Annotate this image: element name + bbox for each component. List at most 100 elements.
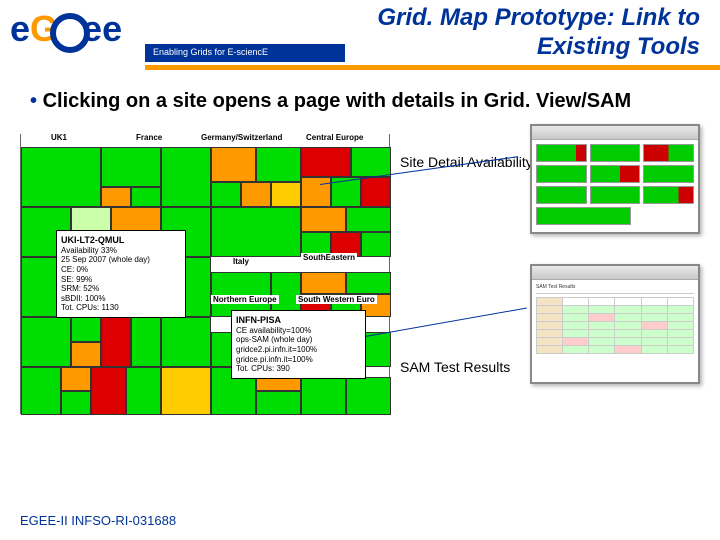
title-line-2: Existing Tools xyxy=(537,33,700,60)
availability-bar xyxy=(536,144,587,162)
tooltip-line: ops-SAM (whole day) xyxy=(236,335,361,345)
cell[interactable] xyxy=(161,367,211,415)
cell[interactable] xyxy=(61,367,91,391)
cell[interactable] xyxy=(211,182,241,207)
table-row xyxy=(537,298,694,306)
cell[interactable] xyxy=(111,207,161,232)
title-line-1: Grid. Map Prototype: Link to xyxy=(377,4,700,31)
region-central: Central Europe xyxy=(306,133,363,142)
tooltip-title: UKI-LT2-QMUL xyxy=(61,235,181,246)
cell[interactable] xyxy=(131,187,161,207)
table-row xyxy=(537,346,694,354)
cell[interactable] xyxy=(21,367,61,415)
cell[interactable] xyxy=(71,342,101,367)
cell[interactable] xyxy=(241,182,271,207)
cell[interactable] xyxy=(346,377,391,415)
availability-bar xyxy=(590,165,641,183)
table-row xyxy=(537,330,694,338)
cell[interactable] xyxy=(301,272,346,294)
accent-bar xyxy=(145,65,720,70)
tagline: Enabling Grids for E-sciencE xyxy=(145,44,345,62)
availability-bar xyxy=(643,144,694,162)
label-italy: Italy xyxy=(231,257,251,266)
window-titlebar xyxy=(532,266,698,280)
egee-logo: eGee xyxy=(10,8,150,58)
slide-header: eGee Grid. Map Prototype: Link to Existi… xyxy=(0,0,720,70)
tooltip-line: CE: 0% xyxy=(61,265,181,275)
tooltip-line: gridce2.pi.infn.it=100% xyxy=(236,345,361,355)
region-uk1: UK1 xyxy=(51,133,67,142)
cell[interactable] xyxy=(61,391,91,415)
region-headers: UK1 France Germany/Switzerland Central E… xyxy=(21,133,389,147)
tooltip-line: sBDII: 100% xyxy=(61,294,181,304)
availability-bar xyxy=(590,186,641,204)
cell[interactable] xyxy=(21,317,71,367)
cell[interactable] xyxy=(256,147,301,182)
cell[interactable] xyxy=(211,147,256,182)
cell[interactable] xyxy=(71,317,101,342)
screenshot-sam[interactable]: SAM Test Results xyxy=(530,264,700,384)
label-north: Northern Europe xyxy=(211,295,279,304)
tooltip-line: Tot. CPUs: 1130 xyxy=(61,303,181,313)
cell[interactable] xyxy=(301,377,346,415)
window-body: SAM Test Results xyxy=(532,280,698,358)
cell[interactable] xyxy=(91,367,126,415)
cell[interactable] xyxy=(161,147,211,207)
label-se: SouthEastern xyxy=(301,253,357,262)
sam-table xyxy=(536,297,694,354)
cell[interactable] xyxy=(301,207,346,232)
table-row xyxy=(537,338,694,346)
tooltip-line: Tot. CPUs: 390 xyxy=(236,364,361,374)
label-sw: South Western Euro xyxy=(296,295,377,304)
cell[interactable] xyxy=(126,367,161,415)
tooltip-line: 25 Sep 2007 (whole day) xyxy=(61,255,181,265)
availability-bar xyxy=(536,207,631,225)
availability-bar xyxy=(643,165,694,183)
cell[interactable] xyxy=(101,317,131,367)
logo-letter-e3: e xyxy=(102,8,122,50)
sam-header: SAM Test Results xyxy=(536,284,694,294)
caption-sam: SAM Test Results xyxy=(400,359,510,375)
cell[interactable] xyxy=(346,207,391,232)
cell[interactable] xyxy=(131,317,161,367)
cell[interactable] xyxy=(211,207,301,257)
table-row xyxy=(537,322,694,330)
cell[interactable] xyxy=(101,187,131,207)
region-germany: Germany/Switzerland xyxy=(201,133,282,142)
footer-text: EGEE-II INFSO-RI-031688 xyxy=(20,513,176,528)
table-row xyxy=(537,314,694,322)
cell[interactable] xyxy=(301,147,351,177)
tooltip-line: gridce.pi.infn.it=100% xyxy=(236,355,361,365)
tooltip-line: Availability 33% xyxy=(61,246,181,256)
cell[interactable] xyxy=(271,182,301,207)
cell[interactable] xyxy=(256,391,301,415)
tooltip-ukilt2: UKI-LT2-QMUL Availability 33% 25 Sep 200… xyxy=(56,230,186,318)
window-body xyxy=(532,140,698,232)
tooltip-title: INFN-PISA xyxy=(236,315,361,326)
cell[interactable] xyxy=(101,147,161,187)
availability-bar xyxy=(643,186,694,204)
tooltip-line: CE availability=100% xyxy=(236,326,361,336)
cell[interactable] xyxy=(346,272,391,294)
tooltip-line: SE: 99% xyxy=(61,275,181,285)
cell[interactable] xyxy=(161,317,211,367)
logo-circle-icon xyxy=(50,13,90,53)
availability-bar xyxy=(536,186,587,204)
region-france: France xyxy=(136,133,162,142)
bullet-text: Clicking on a site opens a page with det… xyxy=(0,70,720,124)
title-bar: Grid. Map Prototype: Link to Existing To… xyxy=(145,0,720,70)
main-content: UK1 France Germany/Switzerland Central E… xyxy=(0,124,720,454)
cell[interactable] xyxy=(21,147,101,207)
cell[interactable] xyxy=(361,177,391,207)
cell[interactable] xyxy=(351,147,391,177)
availability-bar xyxy=(536,165,587,183)
tooltip-infnpisa: INFN-PISA CE availability=100% ops-SAM (… xyxy=(231,310,366,379)
window-titlebar xyxy=(532,126,698,140)
gridmap-treemap[interactable]: UK1 France Germany/Switzerland Central E… xyxy=(20,134,390,414)
cell[interactable] xyxy=(301,177,331,207)
availability-bar xyxy=(590,144,641,162)
cell[interactable] xyxy=(361,232,391,257)
table-row xyxy=(537,306,694,314)
tooltip-line: SRM: 52% xyxy=(61,284,181,294)
screenshot-availability[interactable] xyxy=(530,124,700,234)
